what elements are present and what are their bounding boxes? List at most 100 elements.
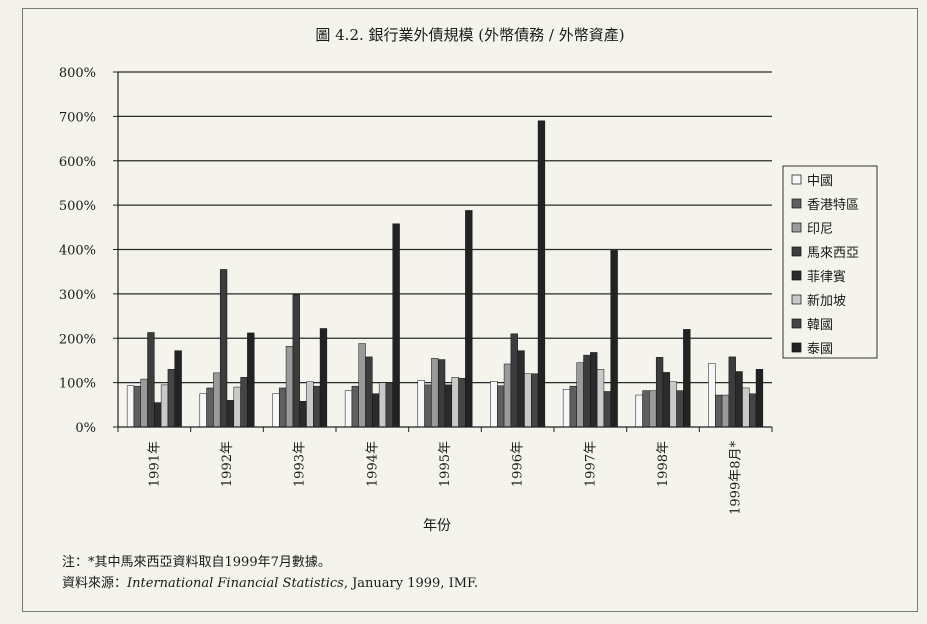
y-tick-label: 700% [59,110,96,125]
bar [662,372,671,428]
legend-label: 菲律賓 [807,269,846,285]
bar [392,223,400,428]
y-tick-label: 500% [59,199,96,214]
bar [147,332,155,428]
bar [669,381,677,428]
y-axis-ticks: 0% 100% 200% 300% 400% 500% 600% 700% 800% [59,66,118,436]
x-tick-label: 1996年 [511,441,526,487]
y-tick-label: 600% [59,155,96,170]
bar [299,401,307,428]
bar [174,350,182,428]
chart-title: 圖 4.2. 銀行業外債規模 (外幣債務 / 外幣資產) [315,26,624,44]
x-axis-label: 年份 [423,518,451,534]
bar [490,381,498,428]
bar [378,382,387,428]
bar [610,250,618,428]
legend-swatch [791,318,802,329]
bar [126,385,135,428]
legend-swatch [791,342,802,353]
bar [451,377,459,428]
bar [351,385,359,428]
legend-swatch [791,270,802,281]
bar [497,385,505,428]
legend-swatch [791,174,802,185]
bar [306,381,314,428]
legend-label: 韓國 [807,318,833,333]
bar [576,362,584,428]
legend-swatch [791,246,802,257]
bar [279,387,287,428]
bar [133,385,141,428]
axes [117,72,772,428]
bar [708,363,716,428]
bar [755,369,764,428]
x-tick-label: 1997年 [583,441,598,487]
legend-label: 中國 [807,174,833,189]
x-tick-label: 1992年 [220,441,235,487]
bar [596,369,605,428]
y-tick-label: 400% [59,244,96,259]
legend-label: 香港特區 [807,198,859,213]
bar [313,385,321,428]
y-tick-label: 300% [59,288,96,303]
bar [417,380,425,428]
footnote-source: 資料來源：International Financial Statistics,… [62,575,478,593]
x-tick-label: 1998年 [656,441,671,487]
bar [154,402,162,428]
bar [655,357,664,428]
y-tick-label: 0% [75,421,96,436]
x-tick-label: 1991年 [147,441,162,487]
y-tick-label: 800% [59,66,96,81]
bar [510,333,518,428]
bar [465,210,473,428]
x-tick-label: 1995年 [438,441,453,487]
legend-swatch [791,222,802,233]
bar [531,373,539,428]
bar [728,356,736,428]
bar [742,387,750,428]
bar [735,371,743,428]
bar [603,391,611,428]
bars [126,120,764,428]
legend-swatch [791,198,802,209]
bar [715,394,723,428]
bar [385,383,393,428]
bar [583,354,591,428]
bar [537,120,546,428]
bar [213,372,221,428]
bar [233,386,241,428]
bar [358,343,366,428]
bar [167,369,175,428]
bar [285,345,294,428]
bar [372,393,380,428]
bar [140,378,148,428]
bar [444,384,453,428]
bar [365,356,373,428]
x-tick-label: 1993年 [293,441,308,487]
bar [431,357,439,428]
bar [642,390,650,428]
bar [649,390,657,428]
footnote-note: 注：*其中馬來西亞資料取自1999年7月數據。 [62,555,331,570]
bar [240,377,248,428]
source-suffix: , January 1999, IMF. [343,576,479,591]
x-tick-label: 1999年8月* [729,441,744,515]
bar [226,400,235,428]
bar [503,363,512,428]
x-axis-ticks: 1991年 1992年 1993年 1994年 1995年 1996年 1997年 1998年… [117,427,773,515]
legend-label: 印尼 [807,222,833,237]
bar [635,394,643,428]
bar [219,269,228,428]
bar [569,385,577,428]
y-tick-label: 100% [59,377,96,392]
gridlines [118,71,772,384]
bar [524,373,532,428]
bar [458,377,466,428]
y-tick-label: 200% [59,332,96,347]
bar [683,329,691,428]
bar [206,387,214,428]
bar [199,393,207,428]
bar [272,393,280,428]
bar [517,350,525,428]
legend-label: 泰國 [807,342,833,357]
